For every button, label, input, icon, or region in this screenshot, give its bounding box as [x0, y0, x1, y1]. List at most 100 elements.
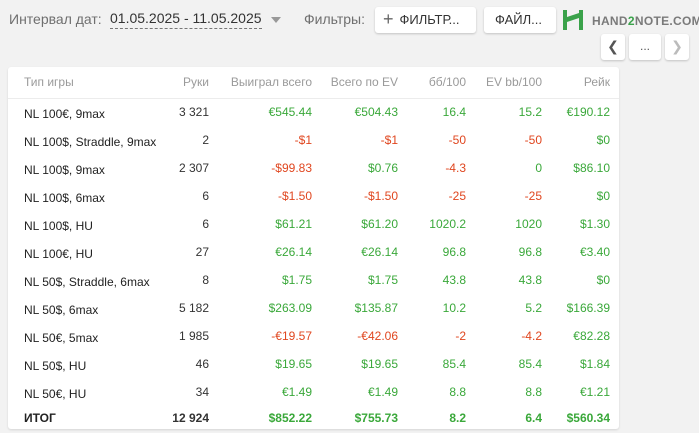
table-row[interactable]: NL 100$, 9max 2 307 -$99.83 $0.76 -4.3 0 $86.1…	[8, 154, 619, 182]
cell-hands: 5 182	[178, 301, 209, 315]
cell-rake: $0	[596, 273, 610, 287]
cell-rake: €3.40	[579, 245, 610, 259]
cell-bb100: 1020.2	[429, 217, 466, 231]
cell-bb100: -25	[448, 189, 466, 203]
cell-ev-total: $755.73	[354, 411, 398, 425]
table-header-row: Тип игры Руки Выиграл всего Всего по EV …	[8, 67, 619, 99]
cell-game-type: NL 50$, 6max	[24, 303, 99, 317]
plus-icon: +	[383, 9, 394, 29]
cell-bb100: -50	[448, 133, 466, 147]
cell-ev-bb100: 96.8	[518, 245, 542, 259]
chevron-right-icon: ❯	[671, 38, 683, 54]
cell-ev-total: €26.14	[361, 245, 398, 259]
cell-game-type: NL 100$, 9max	[24, 163, 105, 177]
table-row[interactable]: NL 50$, 6max 5 182 $263.09 $135.87 10.2 5.2 $1…	[8, 294, 619, 322]
cell-won-total: $852.22	[268, 411, 312, 425]
cell-ev-bb100: 0	[535, 161, 542, 175]
cell-ev-total: €1.49	[367, 385, 398, 399]
table-row[interactable]: NL 50$, HU 46 $19.65 $19.65 85.4 85.4 $1.84	[8, 350, 619, 378]
cell-hands: 6	[202, 189, 209, 203]
cell-rake: $1.30	[579, 217, 610, 231]
cell-ev-bb100: 85.4	[518, 357, 542, 371]
cell-bb100: -2	[455, 329, 466, 343]
cell-ev-total: €504.43	[354, 105, 398, 120]
cell-bb100: 43.8	[442, 273, 466, 287]
column-header-ev-total[interactable]: Всего по EV	[321, 67, 407, 99]
cell-ev-total: $0.76	[367, 161, 398, 175]
logo-text: HAND2NOTE.COM	[592, 14, 699, 28]
cell-ev-bb100: 1020	[515, 217, 542, 231]
stats-table-card: Тип игры Руки Выиграл всего Всего по EV …	[8, 67, 619, 429]
table-row[interactable]: NL 100€, HU 27 €26.14 €26.14 96.8 96.8 €3.40	[8, 238, 619, 266]
cell-ev-bb100: -4.2	[521, 329, 542, 343]
cell-rake: €190.12	[566, 105, 610, 120]
cell-ev-total: $61.20	[361, 217, 398, 231]
cell-game-type: NL 100€, 9max	[24, 107, 105, 122]
cell-ev-total: -$1	[380, 133, 398, 147]
table-row[interactable]: NL 100$, Straddle, 9max 2 -$1 -$1 -50 -50 $0	[8, 126, 619, 154]
table-row[interactable]: NL 100$, 6max 6 -$1.50 -$1.50 -25 -25 $0	[8, 182, 619, 210]
top-toolbar: Интервал дат: 01.05.2025 - 11.05.2025 Фи…	[0, 0, 699, 40]
cell-rake: $86.10	[573, 161, 610, 175]
cell-ev-bb100: -25	[524, 189, 542, 203]
add-filter-button[interactable]: + ФИЛЬТР...	[375, 7, 476, 33]
cell-hands: 3 321	[178, 105, 209, 120]
file-button[interactable]: ФАЙЛ...	[484, 7, 556, 33]
cell-won-total: €1.49	[281, 385, 312, 399]
cell-rake: $166.39	[566, 301, 610, 315]
table-body: NL 100€, 9max 3 321 €545.44 €504.43 16.4 15.2…	[8, 98, 619, 430]
cell-won-total: $1.75	[281, 273, 312, 287]
table-total-row[interactable]: ИТОГ 12 924 $852.22 $755.73 8.2 6.4 $560.34	[8, 406, 619, 430]
cell-ev-bb100: 43.8	[518, 273, 542, 287]
column-header-won-total[interactable]: Выиграл всего	[218, 67, 321, 99]
cell-ev-bb100: -50	[524, 133, 542, 147]
cell-hands: 2 307	[178, 161, 209, 175]
cell-hands: 8	[202, 273, 209, 287]
column-header-hands[interactable]: Руки	[158, 67, 218, 99]
cell-won-total: -$1	[294, 133, 312, 147]
chevron-down-icon[interactable]	[271, 17, 281, 23]
cell-game-type: NL 100$, HU	[24, 219, 93, 233]
cell-ev-bb100: 8.8	[525, 385, 542, 399]
cell-game-type: NL 50$, HU	[24, 359, 87, 373]
column-header-bb100[interactable]: бб/100	[407, 67, 475, 99]
cell-game-type: NL 50€, 5max	[24, 331, 99, 345]
add-filter-label: ФИЛЬТР...	[399, 12, 460, 27]
cell-rake: $560.34	[566, 411, 610, 425]
more-label: ...	[639, 39, 650, 53]
cell-rake: €1.21	[579, 385, 610, 399]
cell-ev-total: $135.87	[354, 301, 398, 315]
cell-bb100: 8.8	[449, 385, 466, 399]
cell-rake: $0	[596, 189, 610, 203]
table-row[interactable]: NL 50$, Straddle, 6max 8 $1.75 $1.75 43.8 43.…	[8, 266, 619, 294]
cell-bb100: 96.8	[442, 245, 466, 259]
cell-ev-total: -$1.50	[363, 189, 398, 203]
table-row[interactable]: NL 100€, 9max 3 321 €545.44 €504.43 16.4 15.2…	[8, 98, 619, 126]
cell-bb100: 10.2	[442, 301, 466, 315]
table-row[interactable]: NL 100$, HU 6 $61.21 $61.20 1020.2 1020 $1.30	[8, 210, 619, 238]
prev-page-button[interactable]: ❮	[601, 34, 625, 60]
cell-ev-bb100: 15.2	[518, 105, 542, 120]
cell-bb100: 8.2	[449, 411, 466, 425]
cell-won-total: -$99.83	[271, 161, 312, 175]
next-page-button[interactable]: ❯	[665, 34, 689, 60]
chevron-left-icon: ❮	[607, 38, 619, 54]
cell-game-type: NL 100€, HU	[24, 247, 93, 261]
date-range-picker[interactable]: 01.05.2025 - 11.05.2025	[110, 10, 262, 29]
cell-won-total: $61.21	[275, 217, 312, 231]
cell-won-total: -€19.57	[271, 329, 312, 343]
table-row[interactable]: NL 50€, 5max 1 985 -€19.57 -€42.06 -2 -4.2 €82…	[8, 322, 619, 350]
cell-won-total: -$1.50	[277, 189, 312, 203]
cell-ev-total: $1.75	[367, 273, 398, 287]
hand2note-logo-icon	[563, 10, 583, 30]
cell-ev-bb100: 5.2	[525, 301, 542, 315]
column-header-rake[interactable]: Рейк	[551, 67, 619, 99]
column-header-game-type[interactable]: Тип игры	[8, 67, 158, 99]
cell-won-total: €26.14	[275, 245, 312, 259]
more-pages-button[interactable]: ...	[629, 34, 661, 60]
column-header-ev-bb100[interactable]: EV bb/100	[475, 67, 551, 99]
table-row[interactable]: NL 50€, HU 34 €1.49 €1.49 8.8 8.8 €1.21	[8, 378, 619, 406]
cell-game-type: NL 100$, 6max	[24, 191, 105, 205]
cell-ev-total: -€42.06	[357, 329, 398, 343]
logo-text-highlight: 2	[627, 14, 635, 28]
